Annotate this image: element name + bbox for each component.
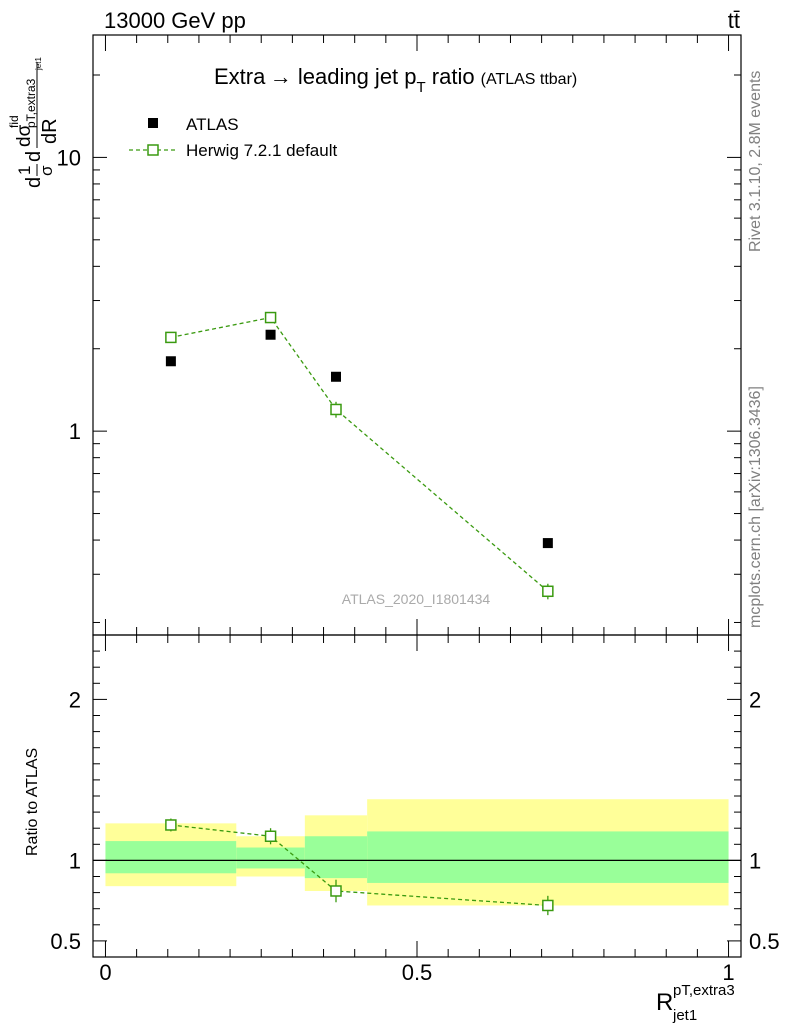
mc-point bbox=[264, 311, 277, 324]
ratio-point bbox=[330, 885, 342, 897]
main-y-tick-label: 10 bbox=[57, 145, 81, 170]
ratio-series bbox=[165, 818, 554, 916]
ratio-uncertainty-bands bbox=[93, 799, 741, 906]
ratio-point bbox=[542, 899, 554, 912]
mc-point bbox=[330, 403, 342, 416]
ratio-y-ticks: 0.5 0.5 1 1 2 2 bbox=[50, 634, 780, 958]
data-point bbox=[165, 356, 176, 367]
ratio-y-tick-label-right: 0.5 bbox=[749, 929, 780, 954]
svg-text:R: R bbox=[656, 989, 673, 1016]
ratio-point bbox=[264, 830, 277, 842]
process-label: tt̄ bbox=[728, 8, 740, 33]
ratio-y-tick-label: 2 bbox=[69, 687, 81, 712]
ratio-band-inner bbox=[367, 831, 729, 883]
legend-mc-label: Herwig 7.2.1 default bbox=[186, 141, 337, 160]
ratio-band-inner bbox=[105, 841, 237, 874]
svg-text:jet1: jet1 bbox=[34, 57, 43, 71]
mc-line bbox=[170, 316, 549, 592]
ratio-band-inner bbox=[304, 836, 368, 879]
main-y-axis-label: d 1 σ d dσ fid pT,extra3 jet1 dR bbox=[7, 57, 61, 188]
ratio-y-tick-label: 0.5 bbox=[50, 929, 81, 954]
plot-title: Extra → leading jet pT ratio (ATLAS ttbar… bbox=[214, 64, 577, 96]
svg-text:fid: fid bbox=[7, 115, 21, 128]
data-point bbox=[331, 371, 341, 382]
svg-text:dσ: dσ bbox=[14, 124, 35, 147]
svg-text:1: 1 bbox=[15, 166, 34, 175]
legend: ATLAS Herwig 7.2.1 default bbox=[129, 115, 337, 160]
ratio-line bbox=[170, 824, 548, 907]
x-axis-ticks: 0 0.5 1 bbox=[99, 35, 735, 985]
ratio-y-tick-label: 1 bbox=[69, 848, 81, 873]
x-axis-label: R pT,extra3 jet1 bbox=[656, 982, 735, 1024]
svg-text:jet1: jet1 bbox=[672, 1007, 697, 1024]
legend-data-label: ATLAS bbox=[186, 115, 239, 134]
svg-text:pT,extra3: pT,extra3 bbox=[673, 982, 735, 999]
svg-text:σ: σ bbox=[37, 165, 56, 176]
svg-text:d: d bbox=[23, 177, 45, 188]
main-y-ticks: 1 10 bbox=[57, 74, 741, 623]
analysis-watermark: ATLAS_2020_I1801434 bbox=[342, 591, 491, 607]
x-tick-label: 0 bbox=[99, 960, 111, 985]
legend-data-marker bbox=[148, 118, 158, 128]
data-point bbox=[542, 538, 553, 549]
svg-text:dR: dR bbox=[39, 118, 61, 144]
svg-text:d: d bbox=[23, 151, 45, 162]
data-point bbox=[265, 329, 276, 340]
ratio-plot-frame bbox=[92, 634, 742, 958]
mc-point bbox=[165, 331, 177, 344]
ratio-y-axis-label: Ratio to ATLAS bbox=[24, 748, 41, 856]
main-y-tick-label: 1 bbox=[69, 419, 81, 444]
legend-mc-marker bbox=[147, 144, 159, 156]
main-series bbox=[165, 311, 554, 600]
ratio-y-tick-label-right: 2 bbox=[749, 687, 761, 712]
x-tick-label: 0.5 bbox=[402, 960, 433, 985]
x-tick-label: 1 bbox=[722, 960, 734, 985]
svg-text:pT,extra3: pT,extra3 bbox=[24, 78, 38, 128]
ratio-y-tick-label-right: 1 bbox=[749, 848, 761, 873]
mc-point bbox=[542, 585, 554, 598]
energy-label: 13000 GeV pp bbox=[104, 8, 246, 33]
rivet-info: Rivet 3.1.10, 2.8M events bbox=[747, 71, 764, 252]
mcplots-info: mcplots.cern.ch [arXiv:1306.3436] bbox=[747, 386, 764, 628]
ratio-band-inner bbox=[236, 847, 305, 869]
ratio-point bbox=[165, 819, 177, 831]
